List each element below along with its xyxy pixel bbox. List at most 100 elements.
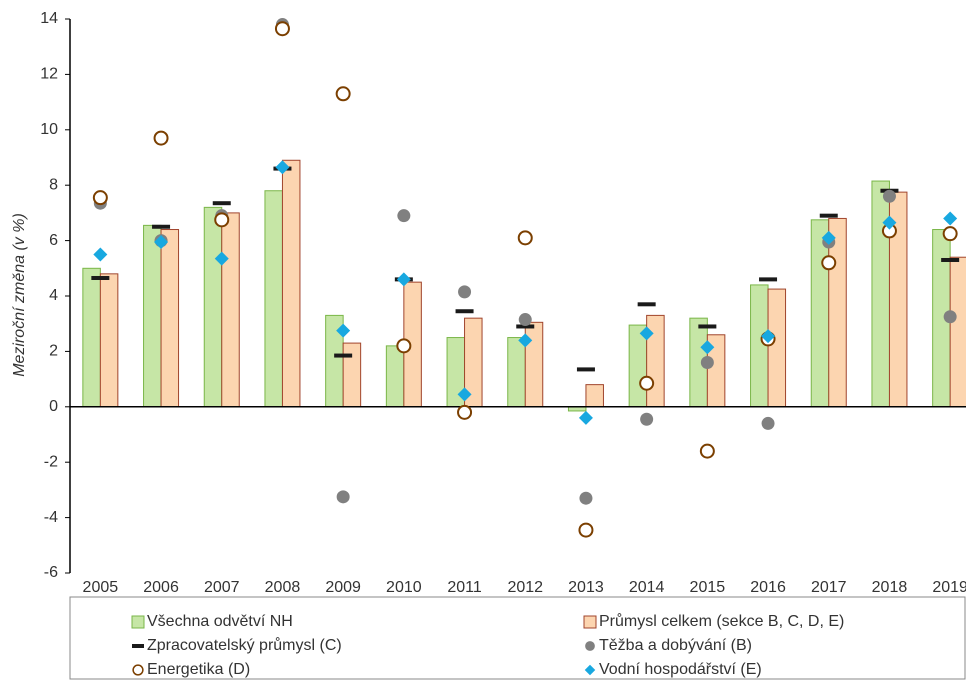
point	[821, 230, 836, 245]
point	[91, 275, 110, 280]
x-tick-label: 2005	[83, 579, 119, 596]
x-tick-label: 2018	[872, 579, 908, 596]
bar	[949, 256, 966, 408]
y-tick-label: 6	[49, 232, 58, 249]
y-tick-label: 0	[49, 398, 58, 415]
legend-swatch	[132, 664, 144, 676]
point	[518, 333, 533, 348]
point	[214, 251, 229, 266]
x-tick-label: 2011	[447, 579, 482, 596]
x-tick-label: 2014	[629, 579, 665, 596]
y-tick-label: 4	[49, 287, 58, 304]
point	[455, 309, 474, 314]
x-tick-label: 2007	[204, 579, 240, 596]
legend-label: Průmysl celkem (sekce B, C, D, E)	[599, 612, 844, 630]
point	[336, 490, 350, 504]
bar	[143, 224, 162, 408]
x-tick-label: 2019	[932, 579, 966, 596]
legend-box	[69, 596, 966, 680]
y-tick-label: 10	[40, 121, 58, 138]
x-tick-label: 2015	[690, 579, 726, 596]
point	[942, 226, 958, 242]
y-tick-label: 12	[40, 66, 58, 83]
point	[396, 338, 412, 354]
x-tick-label: 2009	[325, 579, 361, 596]
bar	[99, 273, 119, 408]
x-tick-label: 2017	[811, 579, 847, 596]
point	[458, 285, 472, 299]
y-tick-label: -6	[44, 564, 58, 581]
point	[700, 340, 715, 355]
x-tick-label: 2012	[507, 579, 543, 596]
legend-label: Těžba a dobývání (B)	[599, 637, 752, 654]
point	[154, 234, 169, 249]
point	[819, 213, 838, 218]
y-tick-label: -2	[44, 453, 58, 470]
point	[516, 324, 535, 329]
bar	[82, 267, 101, 408]
point	[882, 189, 896, 203]
point	[941, 257, 960, 262]
point	[639, 375, 655, 391]
x-tick-label: 2013	[568, 579, 604, 596]
y-tick-label: 2	[49, 343, 58, 360]
point	[518, 313, 532, 327]
point	[336, 323, 351, 338]
x-tick-label: 2008	[265, 579, 301, 596]
point	[639, 326, 654, 341]
legend-label: Vodní hospodářství (E)	[599, 661, 762, 678]
legend-label: Všechna odvětví NH	[147, 613, 293, 630]
point	[578, 522, 594, 538]
point	[761, 416, 775, 430]
legend-swatch	[584, 664, 596, 676]
point	[93, 247, 108, 262]
bar	[160, 229, 180, 408]
point	[943, 310, 957, 324]
legend-swatch	[583, 615, 597, 629]
point	[576, 367, 595, 372]
point	[153, 130, 169, 146]
point	[699, 443, 715, 459]
point	[397, 209, 411, 223]
bar	[342, 342, 362, 408]
bar	[871, 180, 890, 408]
legend-label: Energetika (D)	[147, 661, 250, 678]
point	[700, 355, 714, 369]
point	[579, 491, 593, 505]
legend-label: Zpracovatelský průmysl (C)	[147, 636, 342, 654]
point	[882, 215, 897, 230]
y-tick-label: 8	[49, 176, 58, 193]
point	[275, 160, 290, 175]
legend-swatch	[131, 615, 145, 629]
x-tick-label: 2006	[143, 579, 179, 596]
point	[578, 410, 593, 425]
point	[152, 224, 171, 229]
bar	[203, 206, 223, 408]
bar	[524, 321, 544, 408]
point	[274, 21, 290, 37]
bar	[264, 190, 283, 408]
point	[637, 302, 656, 307]
point	[640, 412, 654, 426]
bar	[281, 159, 301, 408]
point	[457, 387, 472, 402]
point	[335, 86, 351, 102]
y-tick-label: -4	[44, 509, 58, 526]
y-tick-label: 14	[40, 10, 58, 27]
bar	[507, 337, 526, 408]
point	[761, 329, 776, 344]
point	[943, 211, 958, 226]
legend-swatch	[132, 644, 144, 648]
bar	[221, 212, 240, 408]
point	[457, 404, 473, 420]
x-tick-label: 2016	[750, 579, 786, 596]
point	[92, 190, 108, 206]
point	[334, 353, 353, 358]
point	[517, 230, 533, 246]
point	[821, 255, 837, 271]
bar	[385, 345, 405, 408]
point	[396, 272, 411, 287]
point	[212, 201, 231, 206]
x-tick-label: 2010	[386, 579, 422, 596]
